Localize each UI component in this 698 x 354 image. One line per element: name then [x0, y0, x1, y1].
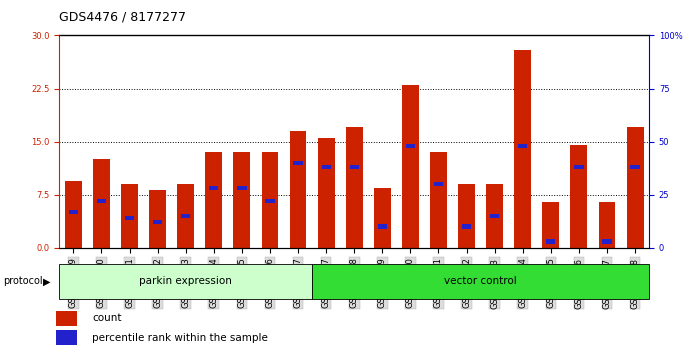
Text: parkin expression: parkin expression [140, 276, 232, 286]
Bar [153, 220, 162, 224]
Text: GDS4476 / 8177277: GDS4476 / 8177277 [59, 11, 186, 24]
Bar [93, 159, 110, 248]
Bar [518, 144, 528, 148]
Bar [547, 239, 556, 244]
Bar [181, 214, 191, 218]
Bar [599, 202, 616, 248]
Bar [374, 188, 391, 248]
Bar [378, 224, 387, 229]
Bar [312, 264, 649, 299]
Bar [125, 216, 134, 220]
Bar [293, 161, 303, 165]
Bar [462, 224, 471, 229]
Text: protocol: protocol [3, 276, 43, 286]
Bar [630, 165, 640, 169]
Bar [602, 239, 611, 244]
Bar [65, 181, 82, 248]
Bar [262, 152, 279, 248]
Bar [318, 138, 334, 248]
Bar [233, 152, 251, 248]
Bar [434, 182, 443, 186]
Bar [430, 152, 447, 248]
Text: percentile rank within the sample: percentile rank within the sample [92, 332, 268, 343]
Bar [402, 85, 419, 248]
Bar [265, 199, 274, 203]
Bar [570, 145, 587, 248]
Bar [487, 184, 503, 248]
Bar [68, 210, 78, 214]
Bar [177, 184, 194, 248]
Bar [542, 202, 559, 248]
Bar [627, 127, 644, 248]
Bar [490, 214, 499, 218]
Bar [209, 186, 218, 190]
Bar [97, 199, 106, 203]
Bar [514, 50, 531, 248]
Bar [322, 165, 331, 169]
Bar [121, 184, 138, 248]
Bar [59, 264, 312, 299]
Bar [346, 127, 363, 248]
Bar [350, 165, 359, 169]
Text: vector control: vector control [444, 276, 517, 286]
Bar [56, 311, 77, 326]
Bar [290, 131, 306, 248]
Bar [205, 152, 222, 248]
Bar [237, 186, 246, 190]
Bar [458, 184, 475, 248]
Bar [574, 165, 584, 169]
Bar [406, 144, 415, 148]
Bar [149, 190, 166, 248]
Text: count: count [92, 313, 122, 323]
Bar [56, 330, 77, 345]
Text: ▶: ▶ [43, 276, 51, 286]
